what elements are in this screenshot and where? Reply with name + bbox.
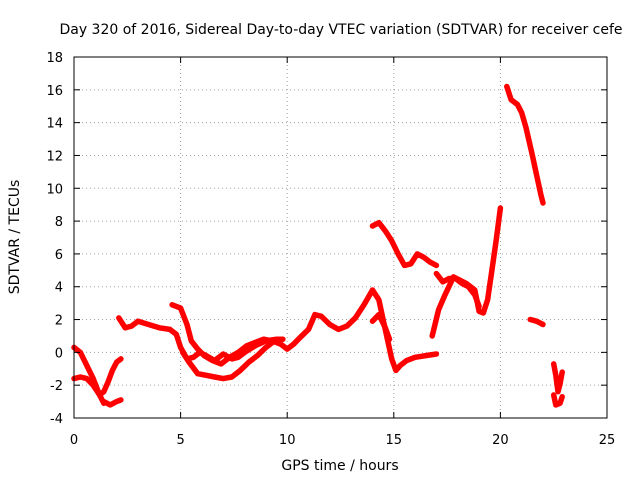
axis-ticks: 0 5 10 15 20 25 -4 -2 0 2 4 6 8 10 12 14 16 18	[46, 51, 615, 448]
y-tick-label: 16	[46, 84, 63, 99]
series-arc4	[116, 315, 286, 364]
y-tick-label: 10	[46, 182, 63, 197]
x-tick-label: 15	[386, 433, 403, 448]
y-tick-label: 2	[55, 314, 63, 329]
x-tick-label: 10	[279, 433, 296, 448]
series-arc5	[169, 287, 440, 374]
series-arc7	[369, 219, 440, 269]
series-arc2	[71, 356, 124, 398]
y-tick-label: 0	[55, 346, 63, 361]
x-axis-label: GPS time / hours	[281, 458, 398, 474]
y-tick-label: -4	[50, 412, 63, 427]
plot-frame	[73, 56, 608, 419]
y-tick-label: 12	[46, 149, 63, 164]
series-arc3	[101, 397, 124, 408]
series-arc12	[527, 316, 546, 328]
series-arc9	[429, 205, 504, 339]
x-tick-label: 5	[176, 433, 184, 448]
x-tick-label: 25	[599, 433, 616, 448]
y-tick-label: 8	[55, 215, 63, 230]
series-arc10	[433, 270, 482, 310]
chart-title: Day 320 of 2016, Sidereal Day-to-day VTE…	[59, 22, 622, 38]
series-arc8	[369, 311, 393, 342]
series-arc11	[504, 83, 546, 206]
y-tick-label: 14	[46, 117, 63, 132]
y-tick-label: 18	[46, 51, 63, 66]
y-tick-label: -2	[50, 379, 63, 394]
grid-lines	[74, 57, 607, 418]
x-tick-label: 0	[70, 433, 78, 448]
y-tick-label: 4	[55, 281, 63, 296]
series-arc13	[550, 361, 565, 395]
x-tick-label: 20	[492, 433, 509, 448]
y-tick-label: 6	[55, 248, 63, 263]
series-arc14	[550, 392, 565, 408]
series-arc6	[179, 338, 278, 382]
y-axis-label: SDTVAR / TECUs	[7, 180, 23, 295]
data-series	[71, 83, 565, 408]
